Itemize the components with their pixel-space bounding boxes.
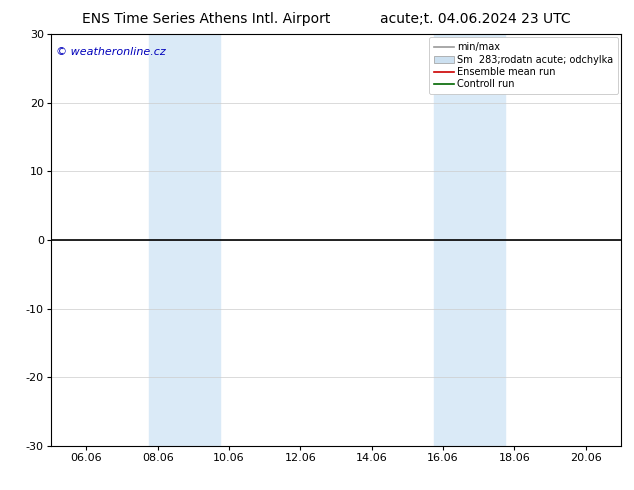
Text: ENS Time Series Athens Intl. Airport: ENS Time Series Athens Intl. Airport — [82, 12, 331, 26]
Text: acute;t. 04.06.2024 23 UTC: acute;t. 04.06.2024 23 UTC — [380, 12, 571, 26]
Legend: min/max, Sm  283;rodatn acute; odchylka, Ensemble mean run, Controll run: min/max, Sm 283;rodatn acute; odchylka, … — [429, 37, 618, 94]
Text: © weatheronline.cz: © weatheronline.cz — [56, 47, 166, 57]
Bar — [149, 34, 220, 446]
Bar — [434, 34, 505, 446]
